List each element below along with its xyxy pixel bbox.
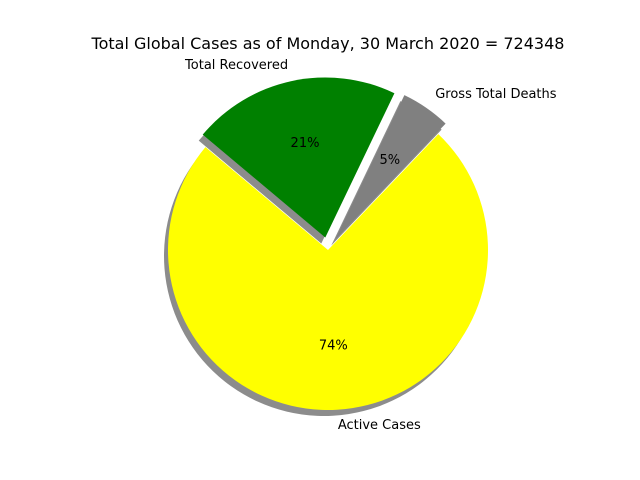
pie-label-layer: Active Cases 74% Gross Total Deaths 5% Total…	[184, 58, 557, 433]
slice-percent-total-recovered: 21%	[291, 136, 320, 151]
slice-label-total-recovered: Total Recovered	[184, 58, 288, 73]
slice-label-gross-total-deaths: Gross Total Deaths	[435, 87, 557, 102]
slice-percent-active-cases: 74%	[319, 338, 348, 353]
pie-slice-total-recovered	[202, 77, 395, 238]
slice-label-active-cases: Active Cases	[338, 418, 421, 433]
pie-slice-active-cases	[168, 134, 489, 410]
pie-slice-gross-total-deaths	[335, 95, 446, 240]
pie-slice-layer	[168, 77, 489, 410]
chart-title: Total Global Cases as of Monday, 30 Marc…	[91, 34, 565, 53]
slice-percent-gross-total-deaths: 5%	[379, 153, 400, 168]
